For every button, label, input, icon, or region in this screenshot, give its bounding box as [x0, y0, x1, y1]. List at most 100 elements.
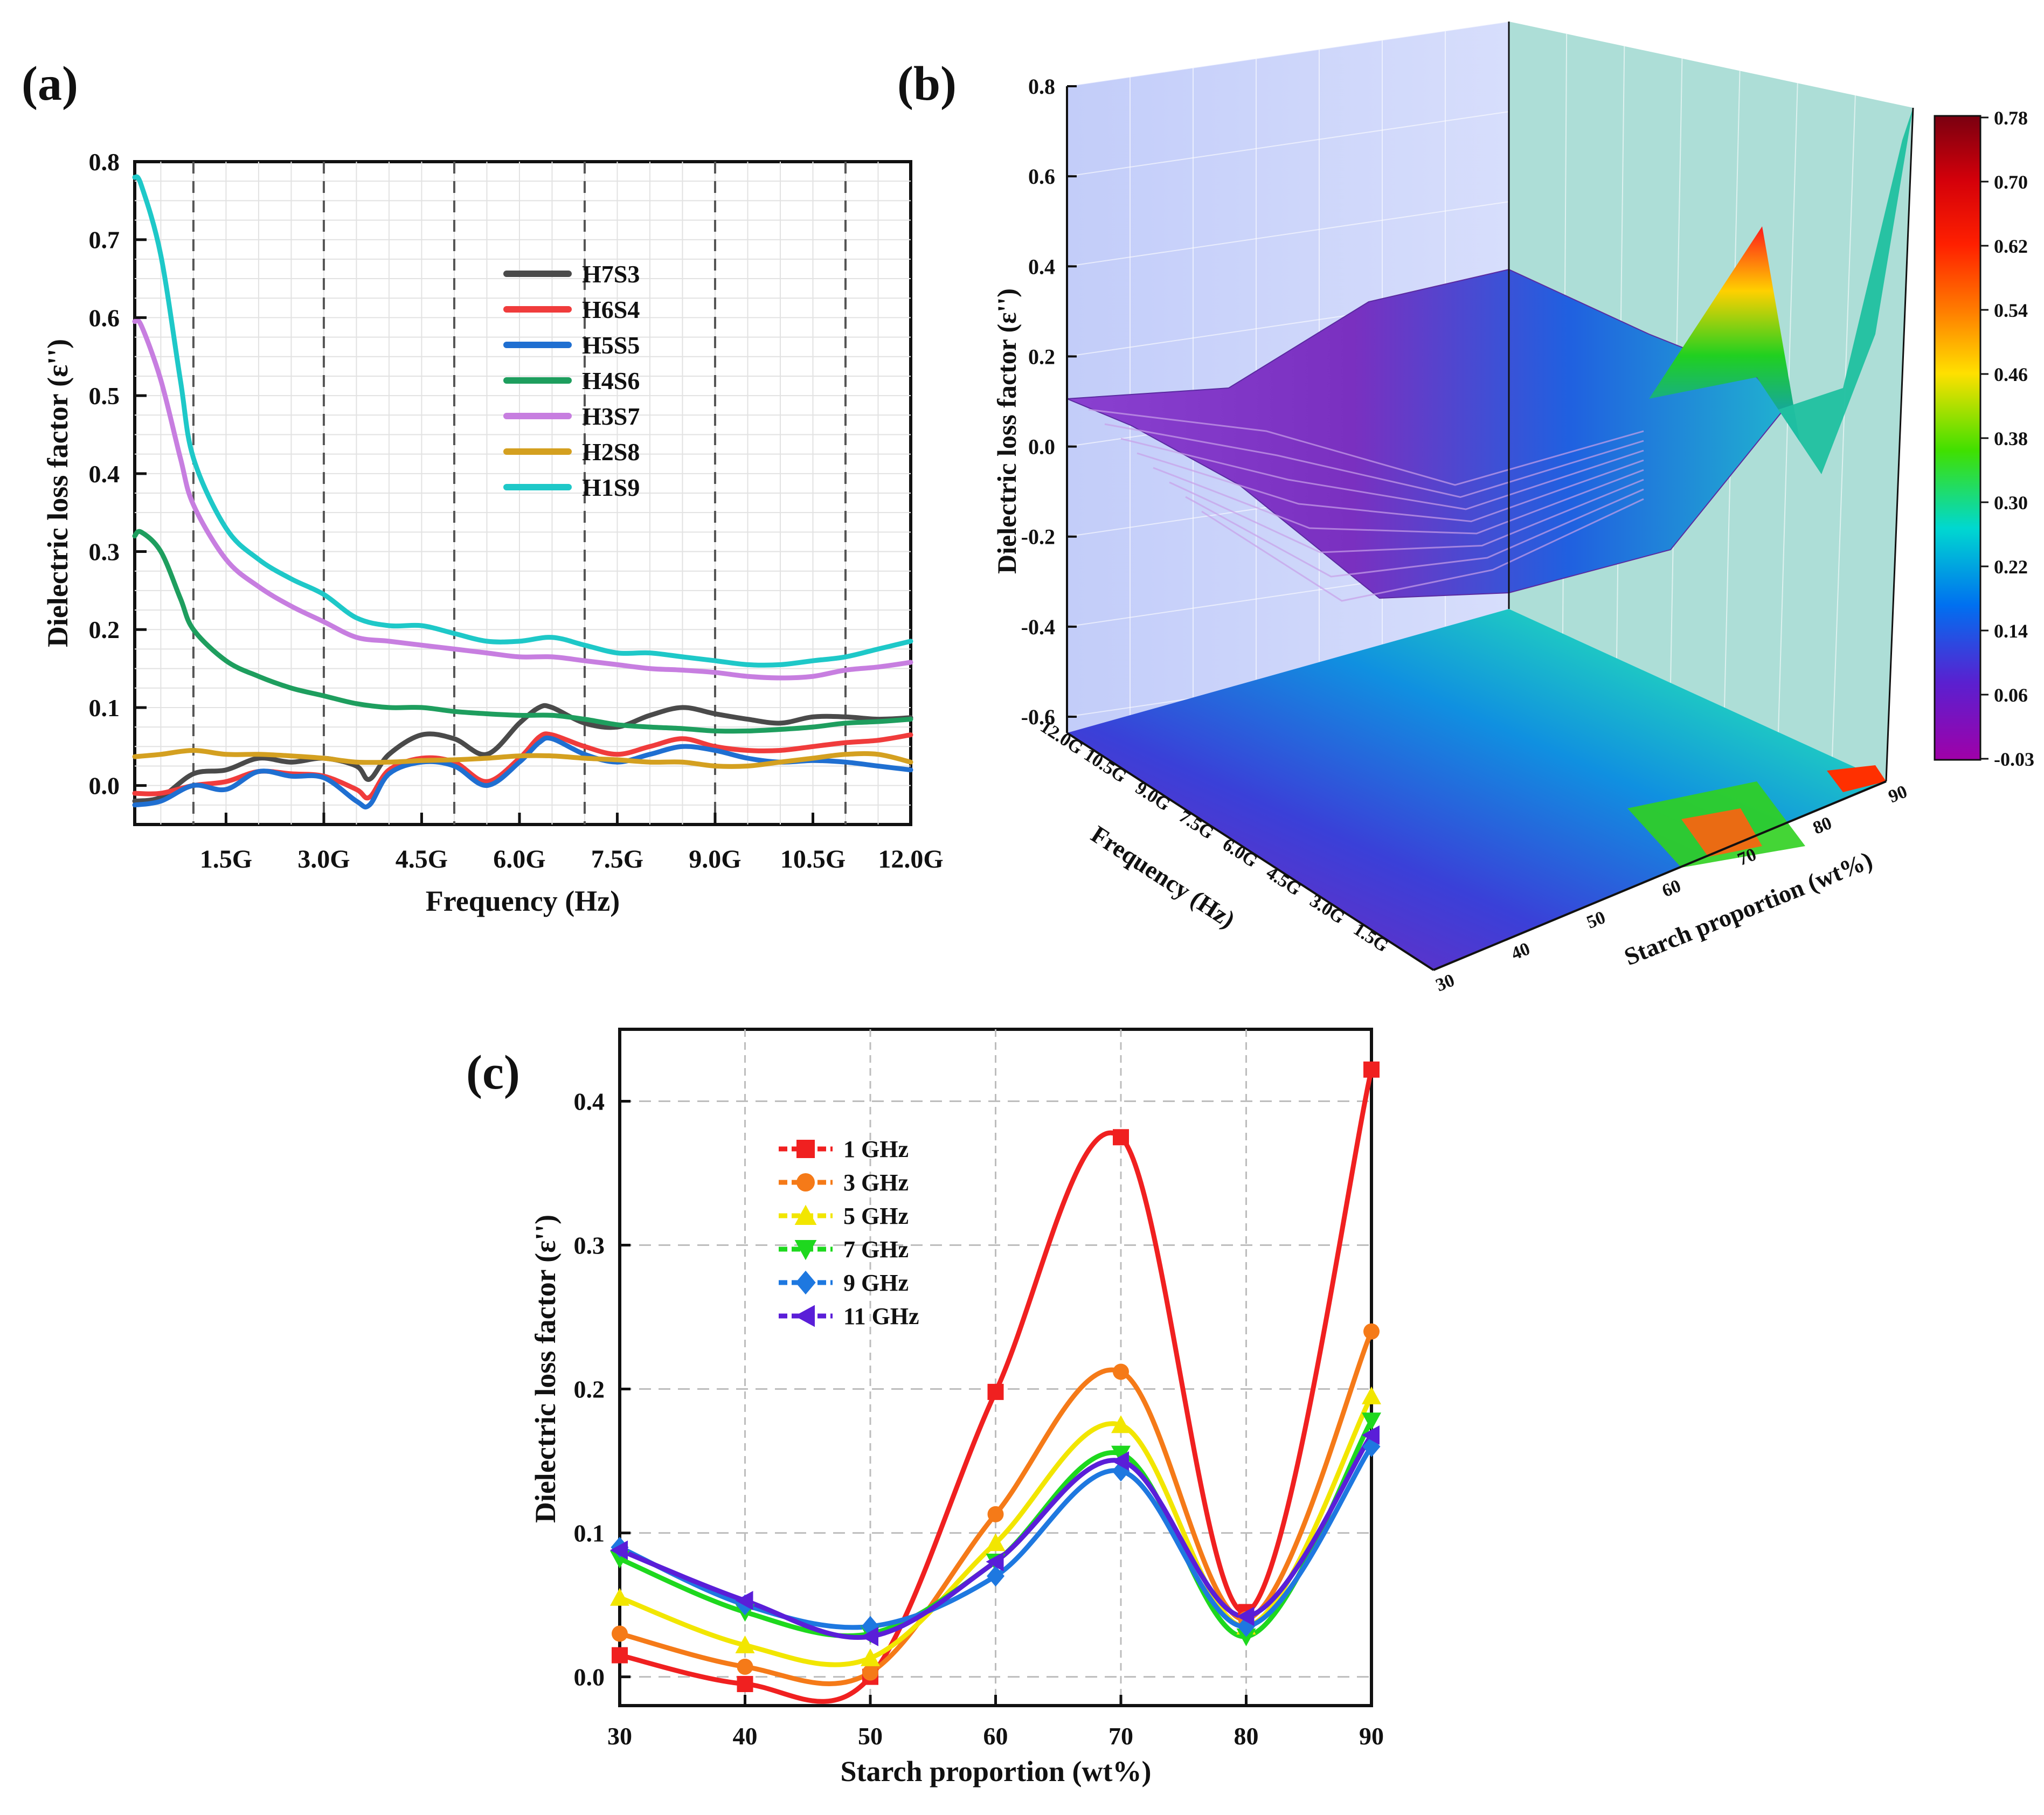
- x-tick-label: 7.5G: [591, 845, 643, 874]
- surface-mesh-line: [1185, 488, 1644, 578]
- data-point-5ghz: [610, 1588, 629, 1606]
- surface-mesh-line: [1137, 452, 1644, 523]
- panel-a-y-label: Dielectric loss factor (ε''): [41, 339, 74, 647]
- data-point-7ghz: [1111, 1445, 1131, 1464]
- colorbar-tick-label: 0.78: [1994, 107, 2028, 129]
- panel-b-freq-label: Frequency (Hz): [1086, 820, 1240, 933]
- y-tick-label: 0.0: [89, 772, 120, 800]
- legend-label: 1 GHz: [843, 1136, 909, 1162]
- panel-a-y-ticks: 0.0 0.1 0.2 0.3 0.4 0.5 0.6 0.7 0.8: [89, 148, 147, 800]
- surface-mesh-line: [1201, 498, 1644, 602]
- panel-a-x-label: Frequency (Hz): [426, 885, 620, 917]
- legend-label: 3 GHz: [843, 1169, 909, 1196]
- wall-grid-line: [1066, 201, 1509, 267]
- data-point-5ghz: [986, 1533, 1006, 1551]
- data-point-1ghz: [987, 1383, 1004, 1400]
- z-tick-label: 0.6: [1028, 164, 1055, 189]
- y-tick-label: 0.1: [574, 1520, 605, 1547]
- x-tick-label-80: 80: [1234, 1722, 1259, 1750]
- legend-swatch-marker: [796, 1140, 815, 1158]
- panel-c-series-lines: [619, 1069, 1374, 1704]
- colorbar-tick-label: 0.14: [1994, 620, 2028, 642]
- starch-tick-label-90: 90: [1886, 781, 1910, 807]
- panel-c-chart: 30 40 50 60 70 80 90 0.0 0.1 0.2 0.3 0.4 1 GHz 3 GH…: [529, 1028, 1384, 1788]
- panel-c-x-label: Starch proportion (wt%): [841, 1755, 1152, 1788]
- panel-b-colorbar-ticks: 0.78 0.70 0.62 0.54 0.46 0.38 0.30 0.22 0.14 0.06…: [1980, 107, 2034, 770]
- legend-label: 7 GHz: [843, 1236, 909, 1263]
- legend-label: H7S3: [582, 260, 640, 288]
- starch-tick-label-50: 50: [1584, 908, 1608, 933]
- legend-label: H6S4: [582, 296, 640, 323]
- legend-label: H2S8: [582, 438, 640, 466]
- legend-label: H3S7: [582, 403, 640, 430]
- panel-a-x-ticks: 1.5G 3.0G 4.5G 6.0G 7.5G 9.0G 10.5G 12.0G: [200, 813, 944, 874]
- panel-b-surface-mesh: [1088, 408, 1644, 602]
- panel-label-a: (a): [22, 57, 78, 110]
- x-tick-label-50: 50: [858, 1722, 883, 1750]
- x-tick-label: 12.0G: [878, 845, 943, 874]
- data-point-11ghz: [861, 1626, 878, 1646]
- x-tick-label: 6.0G: [493, 845, 545, 874]
- panel-b-floor-corner-hot: [1827, 765, 1886, 792]
- colorbar-tick-label: 0.54: [1994, 300, 2028, 321]
- legend-label: H1S9: [582, 474, 640, 501]
- starch-tick-label-40: 40: [1508, 939, 1533, 964]
- legend-swatch-marker: [795, 1270, 816, 1295]
- panel-b-right-edge: [1885, 107, 1914, 782]
- legend-label: H4S6: [582, 367, 640, 394]
- series-line-h7s3: [132, 703, 913, 804]
- panel-a-legend: H7S3 H6S4 H5S5 H4S6 H3S7 H2S8 H1S9: [503, 260, 640, 501]
- y-tick-label: 0.3: [89, 538, 120, 566]
- legend-label: 5 GHz: [843, 1203, 909, 1229]
- data-point-7ghz: [1362, 1412, 1381, 1431]
- series-line-h2s8: [132, 748, 913, 769]
- surface-mesh-line: [1088, 408, 1644, 486]
- panel-b-surface-peak: [1649, 226, 1800, 442]
- panel-b-starch-axis: [1433, 780, 1887, 971]
- wall-grid-line: [1066, 111, 1509, 177]
- series-line-h5s5: [132, 735, 913, 809]
- data-point-11ghz: [1236, 1606, 1255, 1626]
- y-tick-label: 0.2: [574, 1376, 605, 1403]
- series-line-h1s9: [132, 174, 913, 668]
- starch-tick-label-80: 80: [1810, 813, 1834, 839]
- colorbar-tick-label: 0.22: [1994, 556, 2028, 578]
- data-point-5ghz: [861, 1648, 880, 1666]
- panel-b-colorbar: [1934, 115, 1981, 761]
- x-tick-label-30: 30: [607, 1722, 632, 1750]
- data-point-11ghz: [1111, 1451, 1129, 1471]
- legend-swatch-marker: [796, 1173, 815, 1191]
- panel-c-y-ticks: 0.0 0.1 0.2 0.3 0.4: [574, 1088, 630, 1691]
- data-point-11ghz: [1362, 1425, 1380, 1445]
- z-tick-label: 0.8: [1028, 74, 1055, 99]
- z-tick-label: -0.6: [1021, 705, 1055, 729]
- data-point-9ghz: [987, 1565, 1004, 1587]
- starch-tick-label-30: 30: [1433, 970, 1457, 995]
- legend-label: 9 GHz: [843, 1270, 909, 1296]
- y-tick-label: 0.4: [574, 1088, 605, 1116]
- panel-b-freq-axis: [1066, 732, 1435, 971]
- data-point-1ghz: [1363, 1061, 1380, 1078]
- starch-tick-label-60: 60: [1659, 876, 1683, 901]
- data-point-5ghz: [1111, 1415, 1131, 1433]
- x-tick-label-70: 70: [1108, 1722, 1133, 1750]
- y-tick-label: 0.8: [89, 148, 120, 176]
- data-point-1ghz: [1113, 1129, 1129, 1146]
- legend-swatch-marker: [794, 1204, 817, 1225]
- y-tick-label: 0.1: [89, 694, 120, 722]
- panel-b-floor-hotspot-core: [1681, 808, 1762, 857]
- series-line-1ghz: [619, 1069, 1374, 1704]
- y-tick-label: 0.2: [89, 616, 120, 643]
- panel-a-series-lines: [132, 174, 913, 809]
- data-point-3ghz: [612, 1625, 628, 1642]
- data-point-3ghz: [987, 1506, 1004, 1522]
- colorbar-tick-label: 0.30: [1994, 492, 2028, 514]
- panel-c-markers: [610, 1061, 1381, 1692]
- series-line-h4s6: [132, 529, 913, 734]
- panel-b-surface-edge: [1778, 108, 1913, 474]
- data-point-1ghz: [737, 1675, 753, 1692]
- x-tick-label: 9.0G: [689, 845, 741, 874]
- colorbar-tick-label: 0.38: [1994, 428, 2028, 449]
- legend-label: H5S5: [582, 331, 640, 359]
- z-tick-label: 0.4: [1028, 254, 1055, 279]
